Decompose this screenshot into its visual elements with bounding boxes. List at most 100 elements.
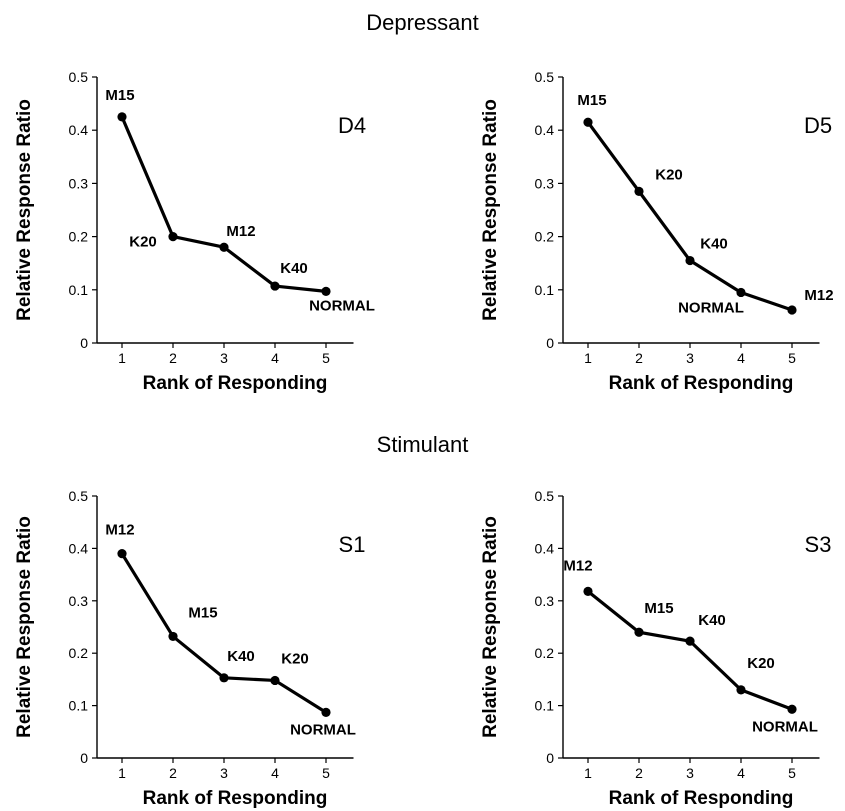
point-label: M15 (644, 600, 673, 617)
data-point (685, 255, 695, 266)
point-label: K40 (700, 236, 728, 253)
y-tick-label: 0.2 (69, 645, 89, 661)
x-tick-label: 4 (271, 350, 279, 366)
chart-panel-d4: 0 0.1 0.2 0.3 0.4 0.5 1 2 3 4 5 Rank of Responding R… (14, 69, 375, 394)
chart-panel-s3: 0 0.1 0.2 0.3 0.4 0.5 1 2 3 4 5 Rank of Responding R… (480, 488, 831, 809)
y-tick-label: 0.1 (69, 282, 89, 298)
y-tick-label: 0 (546, 335, 554, 351)
data-point (270, 675, 280, 686)
y-axis-title: Relative Response Ratio (14, 516, 35, 738)
point-label: K20 (281, 650, 309, 667)
y-tick-label: 0 (80, 750, 88, 766)
data-point (219, 242, 229, 252)
point-label: M12 (105, 522, 134, 539)
data-point (736, 287, 746, 298)
x-tick-label: 1 (584, 765, 592, 781)
x-tick-label: 3 (686, 350, 694, 366)
stimulant-group-title: Stimulant (376, 432, 469, 457)
point-label: K20 (129, 234, 157, 251)
series-line (586, 121, 793, 312)
point-label: NORMAL (678, 299, 744, 316)
y-tick-label: 0.3 (69, 175, 89, 191)
point-label: K20 (655, 166, 683, 183)
y-tick-label: 0.4 (69, 540, 89, 556)
data-point (270, 281, 280, 291)
panel-label: S3 (805, 532, 832, 557)
point-label: NORMAL (752, 718, 818, 735)
x-axis-title: Rank of Responding (609, 373, 794, 394)
x-tick-label: 2 (635, 350, 643, 366)
point-label: M12 (226, 223, 255, 240)
x-tick-label: 4 (737, 350, 745, 366)
y-tick-label: 0.5 (535, 69, 555, 85)
data-point (168, 232, 178, 242)
y-tick-label: 0.5 (69, 69, 89, 85)
x-tick-label: 4 (737, 765, 745, 781)
point-label: K40 (698, 612, 726, 629)
data-point (321, 707, 331, 718)
point-label: M12 (804, 287, 833, 304)
point-label: K40 (280, 260, 308, 277)
depressant-group-title: Depressant (366, 10, 479, 35)
panel-label: D5 (804, 113, 832, 138)
data-point (736, 685, 746, 695)
x-tick-label: 1 (118, 765, 126, 781)
data-point (787, 704, 797, 714)
point-label: M15 (188, 604, 217, 621)
data-point (634, 186, 644, 196)
x-tick-label: 3 (686, 765, 694, 781)
point-label: M12 (563, 557, 592, 574)
point-label: NORMAL (290, 721, 356, 738)
y-tick-label: 0.2 (535, 645, 555, 661)
data-point (168, 631, 178, 642)
x-tick-label: 5 (322, 765, 330, 781)
y-tick-label: 0.4 (69, 122, 89, 138)
y-tick-label: 0.1 (535, 698, 555, 714)
x-tick-label: 3 (220, 350, 228, 366)
y-tick-label: 0 (80, 335, 88, 351)
data-point (583, 586, 593, 596)
x-tick-label: 5 (788, 765, 796, 781)
data-point (117, 112, 127, 122)
y-tick-label: 0.5 (535, 488, 555, 504)
series-line (586, 590, 793, 711)
point-label: M15 (577, 92, 606, 109)
point-label: K20 (747, 655, 775, 672)
x-tick-label: 2 (169, 765, 177, 781)
chart-panel-s1: 0 0.1 0.2 0.3 0.4 0.5 1 2 3 4 5 Rank of Responding R… (14, 488, 365, 809)
panel-label: D4 (338, 113, 366, 138)
data-point (219, 673, 229, 683)
y-tick-label: 0.1 (69, 698, 89, 714)
y-tick-label: 0.1 (535, 282, 555, 298)
x-tick-label: 2 (635, 765, 643, 781)
y-tick-label: 0.3 (535, 593, 555, 609)
x-tick-label: 1 (584, 350, 592, 366)
y-tick-label: 0.3 (535, 175, 555, 191)
point-label: NORMAL (309, 297, 375, 314)
data-point (685, 636, 695, 646)
y-tick-label: 0.3 (69, 593, 89, 609)
x-axis-title: Rank of Responding (143, 373, 328, 394)
y-axis-title: Relative Response Ratio (14, 99, 35, 321)
x-tick-label: 2 (169, 350, 177, 366)
y-axis-title: Relative Response Ratio (480, 516, 501, 738)
x-tick-label: 5 (788, 350, 796, 366)
y-tick-label: 0.2 (69, 229, 89, 245)
data-point (583, 117, 593, 127)
y-tick-label: 0.4 (535, 122, 555, 138)
x-tick-label: 5 (322, 350, 330, 366)
x-axis-title: Rank of Responding (143, 788, 328, 809)
point-label: M15 (105, 87, 134, 104)
data-point (117, 549, 127, 559)
y-tick-label: 0.4 (535, 540, 555, 556)
point-label: K40 (227, 648, 255, 665)
data-point (787, 305, 797, 315)
y-tick-label: 0.5 (69, 488, 89, 504)
chart-panel-d5: 0 0.1 0.2 0.3 0.4 0.5 1 2 3 4 5 Rank of Responding R… (480, 69, 834, 394)
panel-label: S1 (339, 532, 366, 557)
y-axis-title: Relative Response Ratio (480, 99, 501, 321)
data-point (321, 286, 331, 296)
series-line (120, 552, 327, 714)
x-tick-label: 1 (118, 350, 126, 366)
